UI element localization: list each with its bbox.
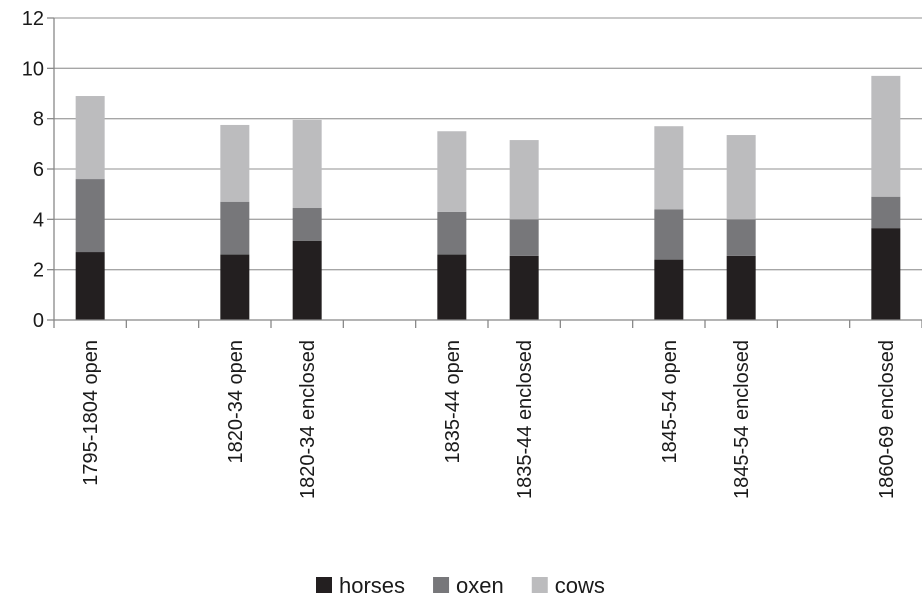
bar-segment-horses <box>509 255 539 320</box>
bar-segment-oxen <box>292 208 322 241</box>
category-label: 1845-54 open <box>659 340 681 463</box>
category-label: 1795-1804 open <box>80 340 102 486</box>
y-tick-label: 6 <box>33 159 44 181</box>
bar-segment-horses <box>292 240 322 320</box>
bar-segment-oxen <box>75 179 105 253</box>
category-label: 1835-44 open <box>442 340 464 463</box>
bar-segment-oxen <box>509 219 539 256</box>
bar-segment-cows <box>437 131 467 212</box>
bar-segment-cows <box>726 135 756 220</box>
legend-swatch-cows <box>531 577 548 593</box>
bar-segment-cows <box>75 96 105 180</box>
y-tick-label: 12 <box>22 8 44 30</box>
y-axis-ticks: 0 2 4 6 8 10 12 <box>22 8 55 332</box>
bar-segment-oxen <box>726 219 756 256</box>
category-label: 1820-34 open <box>225 340 247 463</box>
bar-segment-horses <box>654 259 684 320</box>
bars <box>75 75 901 320</box>
bar-segment-horses <box>220 254 250 320</box>
y-tick-label: 8 <box>33 109 44 131</box>
bar-segment-cows <box>220 124 250 202</box>
category-label: 1835-44 enclosed <box>514 340 536 499</box>
legend-swatch-horses <box>316 577 332 593</box>
bar-segment-horses <box>437 254 467 320</box>
x-axis <box>53 319 922 328</box>
bar-segment-oxen <box>437 211 467 255</box>
bar-segment-horses <box>871 228 901 320</box>
bar-segment-cows <box>509 140 539 220</box>
y-tick-label: 10 <box>22 58 44 80</box>
category-label: 1860-69 enclosed <box>876 340 898 499</box>
gridlines <box>54 17 922 271</box>
bar-segment-cows <box>292 119 322 209</box>
bar-segment-oxen <box>654 209 684 260</box>
legend-label-horses: horses <box>339 573 405 598</box>
bar-segment-oxen <box>220 201 250 255</box>
bar-segment-cows <box>871 75 901 197</box>
bar-segment-oxen <box>871 196 901 229</box>
bar-segment-cows <box>654 126 684 210</box>
legend-swatch-oxen <box>433 577 450 593</box>
bar-segment-horses <box>75 252 105 320</box>
y-tick-label: 2 <box>33 260 44 282</box>
legend-label-oxen: oxen <box>456 573 504 598</box>
legend: horses oxen cows <box>316 573 605 598</box>
category-label: 1820-34 enclosed <box>297 340 319 499</box>
legend-label-cows: cows <box>555 573 605 598</box>
y-tick-label: 4 <box>33 209 44 231</box>
bar-segment-horses <box>726 255 756 320</box>
y-tick-label: 0 <box>33 310 44 332</box>
category-label: 1845-54 enclosed <box>731 340 753 499</box>
category-labels: 1795-1804 open 1820-34 open 1820-34 enclos… <box>80 340 898 499</box>
